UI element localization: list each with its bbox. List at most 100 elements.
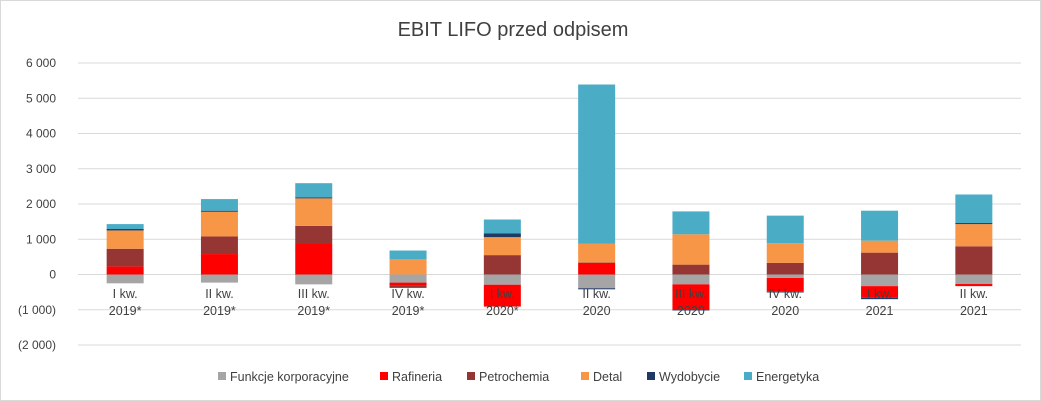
bar-segment-energetyka — [389, 250, 427, 259]
legend-swatch — [647, 372, 655, 380]
y-axis-tick-labels: 6 000 5 000 4 000 3 000 2 000 1 000 0 (1 000) (2… — [18, 56, 56, 352]
bar-segment-wydobycie — [200, 210, 238, 212]
x-tick-label: I kw. — [113, 287, 138, 301]
x-tick-label: I kw. — [490, 287, 515, 301]
bar-segment-rafineria — [106, 266, 144, 275]
bar-segment-rafineria — [955, 284, 993, 287]
legend-swatch — [467, 372, 475, 380]
bar-segment-petrochemia — [861, 252, 899, 275]
y-tick-label: 2 000 — [26, 197, 56, 211]
bar-segment-funkcje-korporacyjne — [578, 274, 616, 289]
bar-segment-energetyka — [106, 224, 144, 230]
bar-segment-rafineria — [389, 282, 427, 286]
bar-segment-energetyka — [955, 194, 993, 224]
bar-segment-wydobycie — [389, 287, 427, 288]
x-tick-label: 2020* — [486, 304, 519, 318]
bar-segment-funkcje-korporacyjne — [106, 274, 144, 284]
bar-segment-petrochemia — [389, 285, 427, 288]
y-tick-label: 4 000 — [26, 127, 56, 141]
x-tick-label: 2019* — [203, 304, 236, 318]
bar-segment-energetyka — [295, 183, 333, 198]
bars — [106, 84, 993, 311]
bar-segment-rafineria — [672, 284, 710, 310]
x-tick-label: I kw. — [867, 287, 892, 301]
x-tick-label: 2020 — [771, 304, 799, 318]
chart-title: EBIT LIFO przed odpisem — [398, 19, 629, 41]
bar-segment-petrochemia — [200, 236, 238, 255]
x-tick-label: III kw. — [298, 287, 330, 301]
bar-segment-wydobycie — [483, 233, 521, 238]
bar-segment-funkcje-korporacyjne — [295, 274, 333, 285]
bar-segment-detal — [483, 237, 521, 256]
legend-swatch — [218, 372, 226, 380]
bar-segment-rafineria — [766, 278, 804, 292]
bar-segment-petrochemia — [106, 248, 144, 267]
bar-segment-detal — [861, 240, 899, 253]
bar-segment-petrochemia — [295, 225, 333, 244]
y-tick-label: 3 000 — [26, 162, 56, 176]
bar-segment-detal — [389, 258, 427, 275]
y-tick-label: (2 000) — [18, 338, 56, 352]
bar-segment-wydobycie — [578, 288, 616, 290]
legend-swatch — [380, 372, 388, 380]
bar-segment-energetyka — [578, 84, 616, 244]
legend-swatch — [581, 372, 589, 380]
legend-label: Wydobycie — [659, 370, 720, 384]
bar-segment-rafineria — [578, 262, 616, 275]
x-tick-label: II kw. — [960, 287, 988, 301]
bar-segment-funkcje-korporacyjne — [483, 274, 521, 285]
x-tick-label: 2021 — [866, 304, 894, 318]
x-tick-label: III kw. — [675, 287, 707, 301]
bar-segment-wydobycie — [295, 197, 333, 199]
legend-label: Detal — [593, 370, 622, 384]
bar-segment-detal — [955, 224, 993, 247]
bar-segment-wydobycie — [955, 223, 993, 225]
x-axis-tick-labels: I kw. 2019* II kw. 2019* III kw. 2019* IV kw. 2… — [109, 287, 988, 318]
bar-segment-energetyka — [861, 210, 899, 241]
x-tick-label: 2020 — [677, 304, 705, 318]
bar-segment-funkcje-korporacyjne — [861, 274, 899, 287]
bar-segment-rafineria — [861, 286, 899, 298]
bar-segment-petrochemia — [483, 255, 521, 275]
x-tick-label: 2019* — [297, 304, 330, 318]
y-tick-label: 5 000 — [26, 91, 56, 105]
x-tick-label: 2019* — [109, 304, 142, 318]
bar-segment-funkcje-korporacyjne — [672, 274, 710, 285]
bar-segment-energetyka — [200, 199, 238, 211]
bar-segment-funkcje-korporacyjne — [389, 274, 427, 283]
bar-segment-detal — [672, 234, 710, 265]
x-tick-label: II kw. — [205, 287, 233, 301]
x-tick-label: 2019* — [392, 304, 425, 318]
bar-segment-funkcje-korporacyjne — [200, 274, 238, 283]
legend-label: Energetyka — [756, 370, 819, 384]
legend-label: Rafineria — [392, 370, 442, 384]
bar-segment-rafineria — [295, 243, 333, 275]
bar-segment-petrochemia — [672, 264, 710, 275]
bar-segment-detal — [295, 198, 333, 226]
bar-segment-energetyka — [483, 219, 521, 234]
legend-swatch — [744, 372, 752, 380]
bar-segment-rafineria — [200, 254, 238, 275]
bar-segment-detal — [200, 211, 238, 237]
bar-segment-energetyka — [766, 215, 804, 244]
bar-segment-wydobycie — [106, 229, 144, 231]
bar-segment-petrochemia — [766, 262, 804, 275]
bar-segment-detal — [106, 230, 144, 249]
y-tick-label: 6 000 — [26, 56, 56, 70]
legend-label: Funkcje korporacyjne — [230, 370, 349, 384]
y-tick-label: 1 000 — [26, 232, 56, 246]
x-tick-label: IV kw. — [769, 287, 802, 301]
bar-segment-funkcje-korporacyjne — [955, 274, 993, 285]
bar-segment-wydobycie — [861, 297, 899, 300]
bar-segment-funkcje-korporacyjne — [766, 274, 804, 279]
bar-segment-petrochemia — [955, 246, 993, 275]
x-tick-label: II kw. — [582, 287, 610, 301]
x-tick-label: IV kw. — [391, 287, 424, 301]
legend: Funkcje korporacyjne Rafineria Petrochemia… — [218, 370, 819, 384]
x-tick-label: 2020 — [583, 304, 611, 318]
bar-segment-detal — [578, 243, 616, 263]
bar-segment-detal — [766, 243, 804, 263]
y-tick-label: (1 000) — [18, 303, 56, 317]
